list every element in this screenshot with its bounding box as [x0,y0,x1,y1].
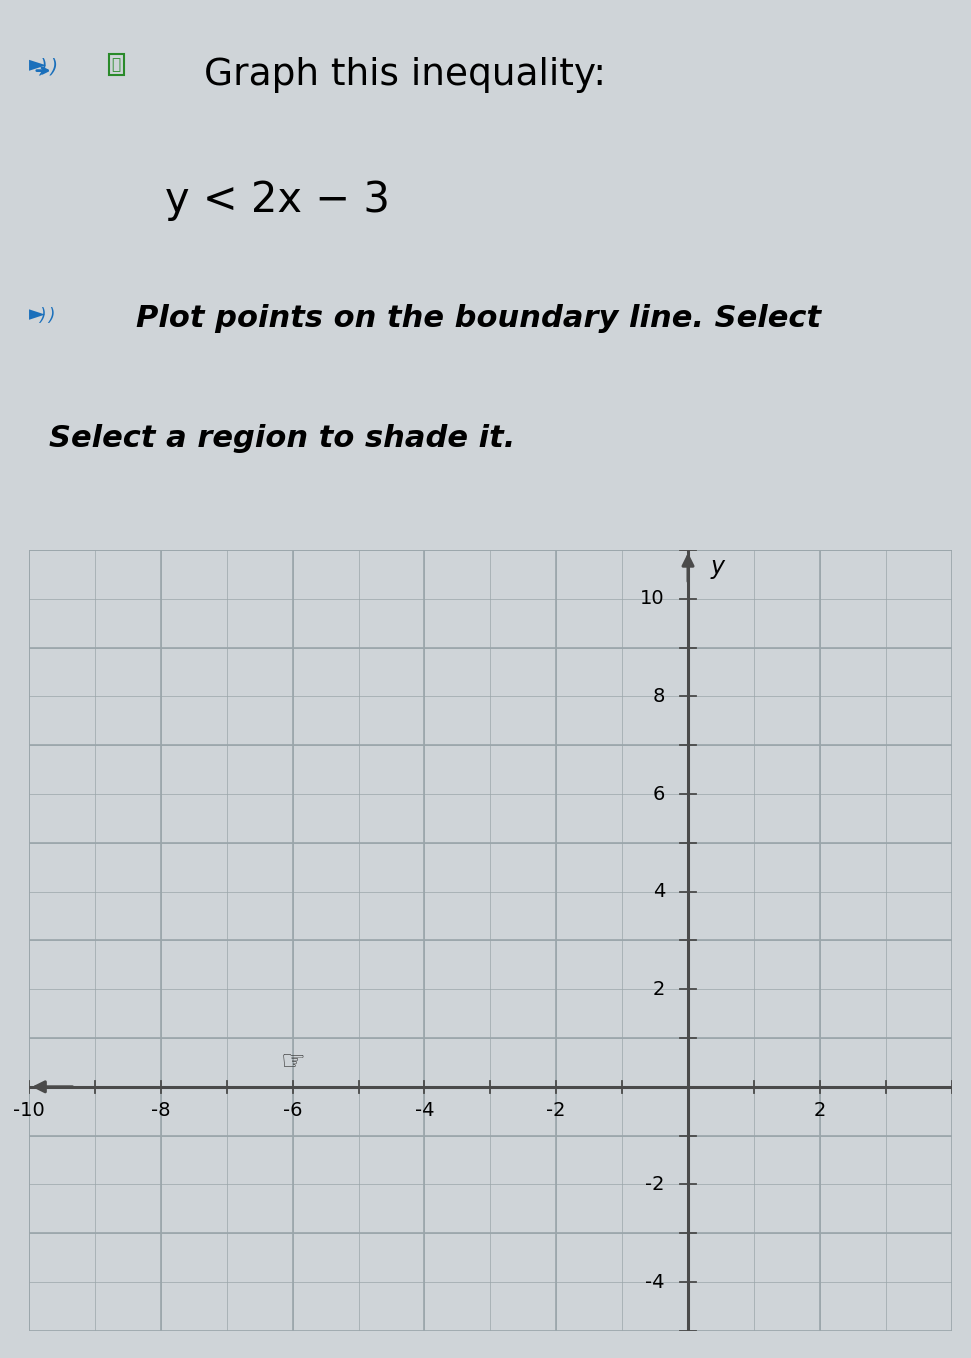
Text: Plot points on the boundary line. Select: Plot points on the boundary line. Select [136,304,821,333]
Text: 10: 10 [640,589,665,608]
Text: -4: -4 [415,1101,434,1120]
Text: 2: 2 [814,1101,826,1120]
Text: Graph this inequality:: Graph this inequality: [204,57,606,94]
Text: 6: 6 [653,785,665,804]
Text: -2: -2 [646,1175,665,1194]
Text: 4: 4 [653,883,665,902]
Text: 2: 2 [653,979,665,998]
Text: ☞: ☞ [281,1048,305,1077]
Text: -6: -6 [283,1101,302,1120]
Text: ) ): ) ) [39,307,55,325]
Text: -4: -4 [646,1272,665,1291]
Text: ►: ► [29,54,47,75]
Text: -8: -8 [151,1101,171,1120]
Text: ►: ► [29,304,45,325]
Text: Select a region to shade it.: Select a region to shade it. [49,424,515,452]
Text: 語: 語 [112,57,120,72]
Text: -2: -2 [547,1101,566,1120]
Text: 8: 8 [653,687,665,706]
Text: y < 2x − 3: y < 2x − 3 [165,179,390,221]
Text: y: y [711,555,725,579]
Text: -10: -10 [14,1101,45,1120]
Text: ) ): ) ) [39,57,58,76]
